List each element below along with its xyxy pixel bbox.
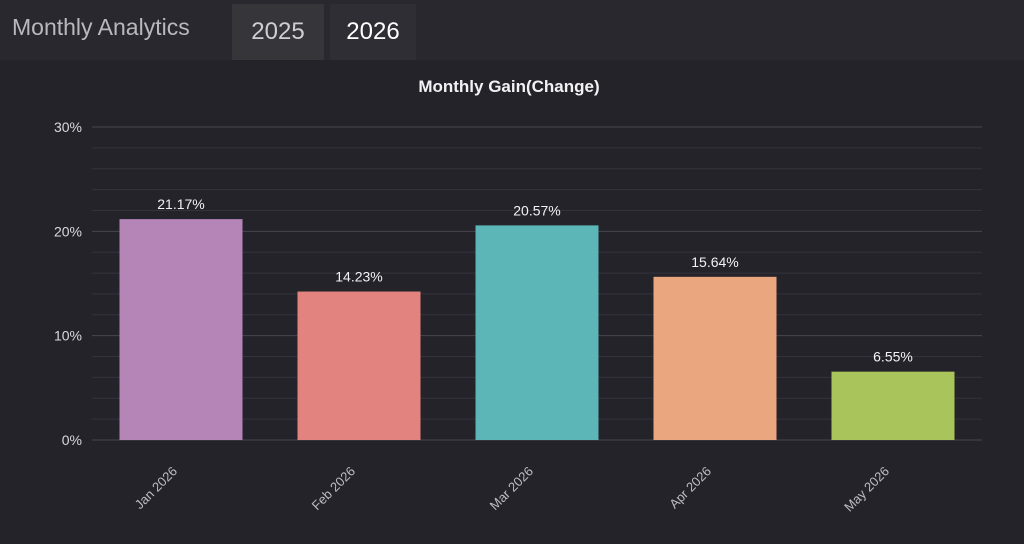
data-label: 6.55% (873, 349, 913, 365)
data-label: 15.64% (691, 254, 738, 270)
y-tick-label: 10% (54, 328, 82, 344)
bar-apr-2026 (653, 276, 777, 440)
app-title: Monthly Analytics (12, 14, 190, 40)
data-labels: 21.17% 14.23% 20.57% 15.64% 6.55% (157, 196, 913, 365)
data-label: 21.17% (157, 196, 204, 212)
bar-mar-2026 (475, 225, 599, 440)
chart-title: Monthly Gain(Change) (418, 77, 599, 96)
tab-2025[interactable]: 2025 (232, 4, 324, 60)
bar-feb-2026 (297, 291, 421, 440)
bar-jan-2026 (119, 219, 243, 440)
monthly-gain-chart: Monthly Gain(Change) 0% 10% 20% 30% 21.17% 1… (54, 77, 982, 515)
x-tick-label: May 2026 (841, 464, 892, 515)
header: Monthly Analytics 2025 2026 (0, 0, 1024, 60)
y-tick-label: 20% (54, 223, 82, 239)
x-axis: Jan 2026 Feb 2026 Mar 2026 Apr 2026 May 2026 (132, 464, 892, 515)
bar-may-2026 (831, 371, 955, 440)
tab-2026[interactable]: 2026 (330, 4, 416, 60)
x-tick-label: Feb 2026 (309, 464, 358, 513)
chart-area: Monthly Gain(Change) 0% 10% 20% 30% 21.17% 1… (0, 60, 1024, 544)
x-tick-label: Mar 2026 (487, 464, 536, 513)
x-tick-label: Apr 2026 (666, 464, 714, 512)
y-axis: 0% 10% 20% 30% (54, 119, 82, 448)
y-tick-label: 0% (62, 432, 82, 448)
data-label: 20.57% (513, 202, 560, 218)
y-tick-label: 30% (54, 119, 82, 135)
bars (119, 219, 955, 440)
data-label: 14.23% (335, 269, 382, 285)
x-tick-label: Jan 2026 (132, 464, 180, 512)
